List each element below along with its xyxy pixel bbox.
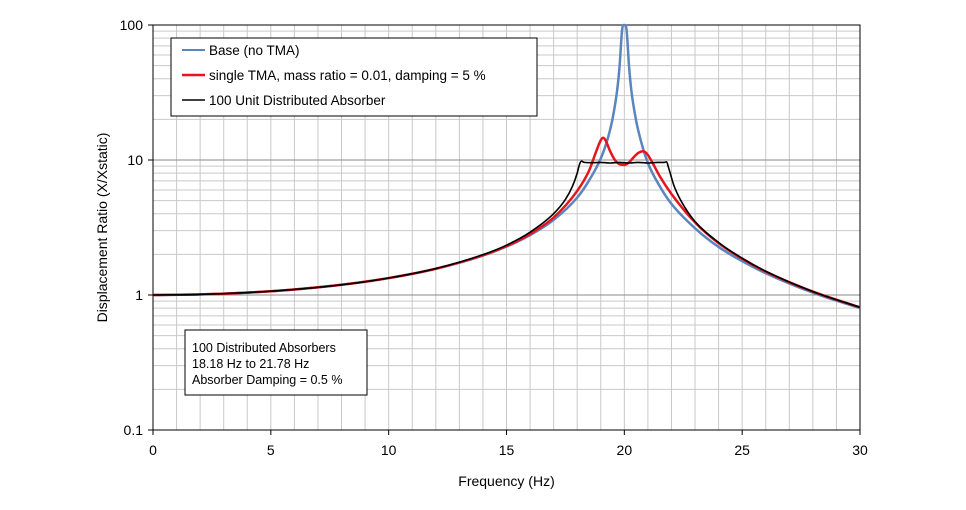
data-series [152,23,861,310]
legend-entry-single-tma: single TMA, mass ratio = 0.01, damping =… [209,68,486,83]
axis-ticks: 0 5 10 15 20 25 30 0.1 1 10 100 [120,17,868,458]
x-tick-label: 0 [149,442,157,458]
x-tick-label: 5 [267,442,275,458]
annotation-border [184,329,368,396]
x-tick-label: 15 [499,442,515,458]
annotation-line-damping: Absorber Damping = 0.5 % [192,373,342,387]
annotation-line-count: 100 Distributed Absorbers [192,341,336,355]
x-tick-label: 20 [617,442,633,458]
series-line-distributed [152,160,861,309]
legend: Base (no TMA) single TMA, mass ratio = 0… [170,37,538,117]
x-axis-title: Frequency (Hz) [458,473,554,489]
x-tick-label: 30 [852,442,868,458]
y-tick-label: 100 [120,17,144,33]
legend-entry-distributed: 100 Unit Distributed Absorber [209,93,386,108]
y-axis-title: Displacement Ratio (X/Xstatic) [94,133,110,323]
y-tick-label: 0.1 [124,422,144,438]
y-tick-label: 1 [135,287,143,303]
annotation-box: 100 Distributed Absorbers 18.18 Hz to 21… [184,329,368,396]
legend-box [170,37,538,117]
legend-entry-base: Base (no TMA) [209,43,300,58]
x-tick-label: 25 [734,442,750,458]
annotation-line-range: 18.18 Hz to 21.78 Hz [192,357,309,371]
x-tick-label: 10 [381,442,397,458]
y-tick-label: 10 [127,152,143,168]
